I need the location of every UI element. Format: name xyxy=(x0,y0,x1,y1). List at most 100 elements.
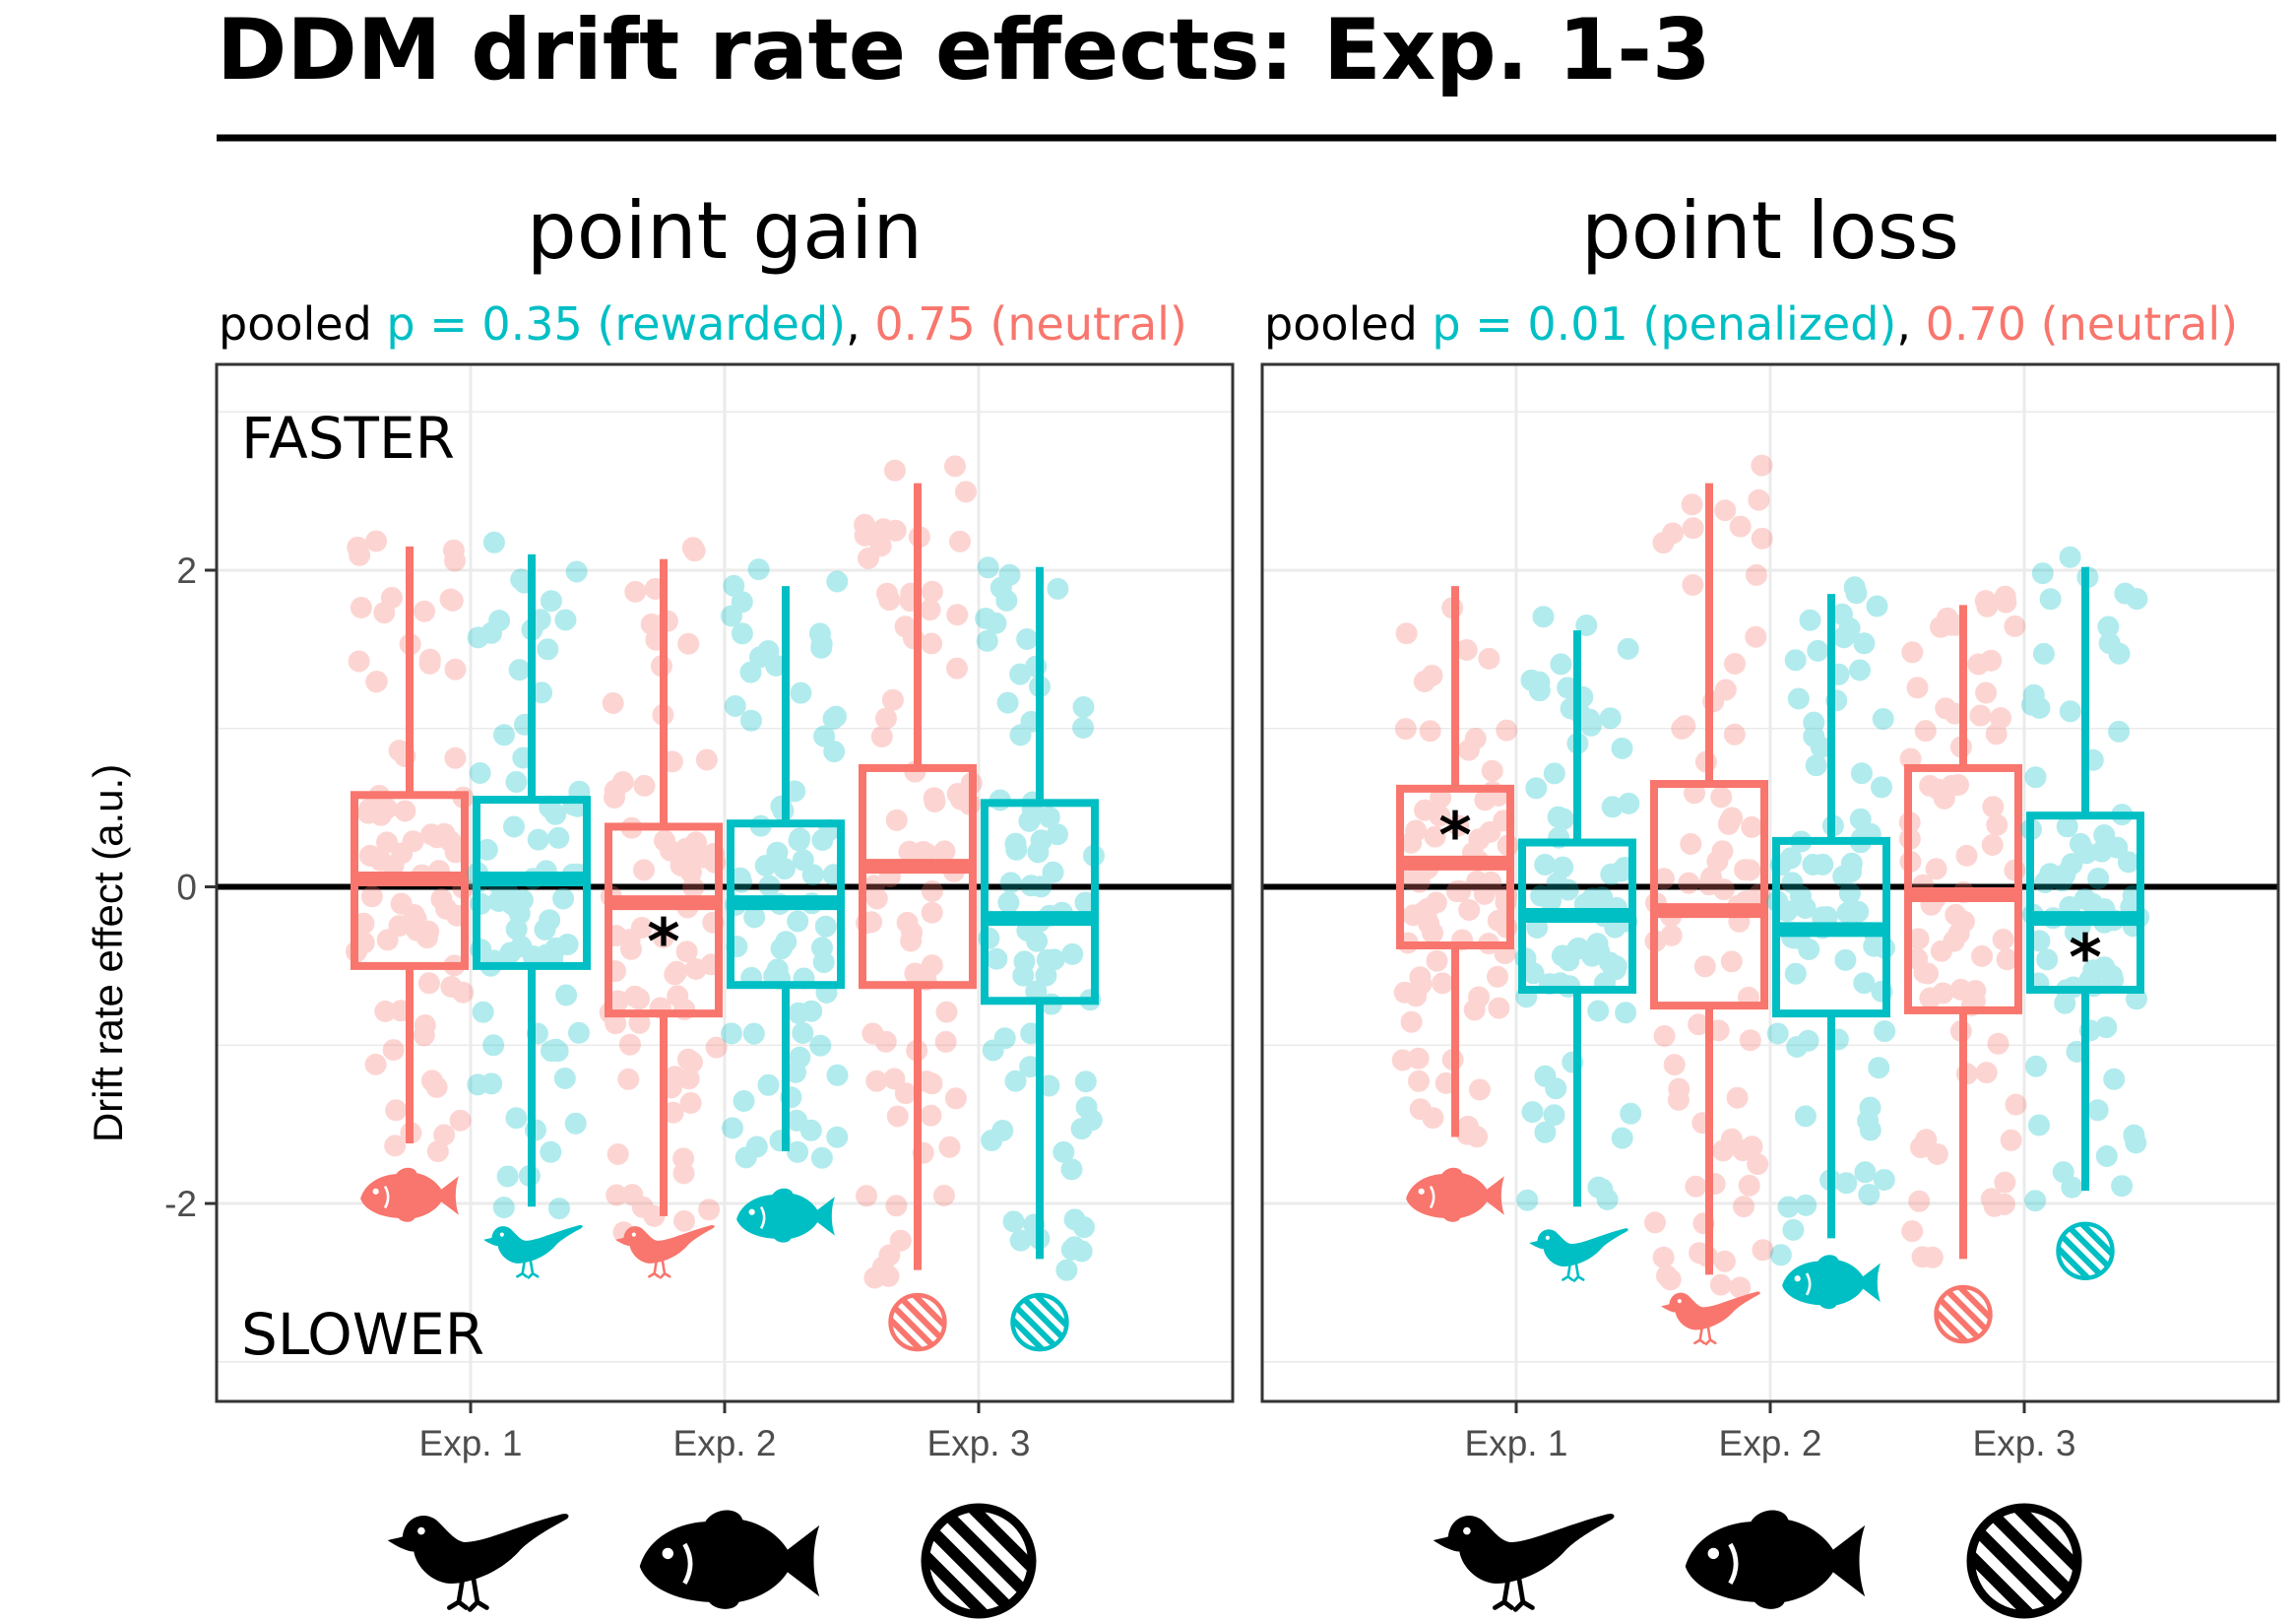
data-point xyxy=(698,1199,721,1221)
data-point xyxy=(1407,1047,1430,1070)
data-point xyxy=(1955,844,1978,867)
data-point xyxy=(1995,591,2017,614)
data-point xyxy=(620,938,642,960)
data-point xyxy=(472,1001,494,1023)
data-point xyxy=(1652,532,1675,554)
data-point xyxy=(1455,639,1478,661)
data-point xyxy=(505,1107,528,1130)
data-point xyxy=(692,846,715,869)
data-point xyxy=(975,608,997,629)
data-point xyxy=(1530,884,1553,907)
data-point xyxy=(1409,966,1432,989)
data-point xyxy=(684,958,707,980)
data-point xyxy=(2024,1190,2047,1212)
data-point xyxy=(2087,868,2110,889)
data-point xyxy=(861,1022,884,1045)
data-point xyxy=(2000,1129,2022,1151)
data-point xyxy=(1849,659,1871,681)
data-point xyxy=(811,937,833,959)
data-point xyxy=(1617,637,1639,660)
data-point xyxy=(685,831,707,854)
data-point xyxy=(1611,1127,1633,1149)
data-point xyxy=(467,626,489,649)
data-point xyxy=(1073,1216,1095,1239)
data-point xyxy=(1466,1126,1489,1148)
data-point xyxy=(811,829,834,851)
data-point xyxy=(365,530,388,552)
data-point xyxy=(413,1024,435,1047)
data-point xyxy=(721,1022,742,1045)
data-point xyxy=(1729,515,1752,538)
data-point xyxy=(921,901,943,924)
subtitle-valued-text: p = 0.01 (penalized) xyxy=(1432,297,1896,351)
data-point xyxy=(2075,842,2098,865)
data-point xyxy=(2095,1145,2118,1167)
data-point xyxy=(2123,1124,2145,1146)
data-point xyxy=(503,815,525,838)
data-point xyxy=(789,827,811,850)
data-point xyxy=(1027,841,1050,864)
data-point xyxy=(747,558,770,581)
data-point xyxy=(633,859,655,881)
y-tick-label: 2 xyxy=(176,551,197,591)
data-point xyxy=(2036,948,2059,971)
data-point xyxy=(385,1099,408,1122)
data-point xyxy=(1047,823,1068,846)
data-point xyxy=(1405,985,1428,1007)
data-point xyxy=(414,1014,436,1036)
data-point xyxy=(2073,840,2096,863)
data-point xyxy=(1395,622,1418,645)
data-point xyxy=(733,1090,755,1112)
data-point xyxy=(1012,964,1035,987)
data-point xyxy=(1854,1161,1877,1184)
data-point xyxy=(731,591,753,614)
data-point xyxy=(492,1197,515,1219)
data-point xyxy=(683,540,706,562)
data-point xyxy=(1782,1218,1805,1241)
data-point xyxy=(787,1140,809,1163)
data-point xyxy=(1868,1057,1890,1079)
data-point xyxy=(349,544,371,566)
data-point xyxy=(2054,863,2076,885)
data-point xyxy=(1421,665,1443,686)
box-valued-exp2 xyxy=(1766,576,1896,1311)
data-point xyxy=(402,830,424,853)
data-point xyxy=(1980,1188,2003,1210)
data-point xyxy=(1038,806,1060,828)
data-point xyxy=(924,791,946,812)
category-striped-circle-icon xyxy=(886,1469,1071,1621)
data-point xyxy=(2097,616,2120,638)
y-tick-label: -2 xyxy=(164,1184,197,1224)
jitter-points xyxy=(467,531,591,1220)
data-point xyxy=(414,600,435,622)
data-point xyxy=(944,1087,967,1110)
data-point xyxy=(1858,1184,1881,1205)
data-point xyxy=(1496,719,1518,742)
data-point xyxy=(878,589,901,612)
data-point xyxy=(991,1120,1014,1141)
data-point xyxy=(564,1112,587,1135)
data-point xyxy=(1786,1036,1809,1058)
data-point xyxy=(705,1036,728,1059)
data-point xyxy=(417,920,440,942)
data-point xyxy=(2114,582,2137,605)
data-point xyxy=(1807,639,1829,662)
box-neutral-exp2: * xyxy=(599,537,728,1279)
data-point xyxy=(425,1076,448,1098)
data-point xyxy=(886,1105,909,1128)
data-point xyxy=(724,695,746,717)
data-point xyxy=(376,831,398,854)
data-point xyxy=(2022,683,2045,706)
data-point xyxy=(1873,1169,1895,1191)
data-point xyxy=(1947,774,1969,796)
data-point xyxy=(878,1244,901,1266)
data-point xyxy=(1591,886,1614,909)
data-point xyxy=(757,640,780,662)
data-point xyxy=(1933,787,1955,810)
data-point xyxy=(426,1140,449,1163)
data-point xyxy=(510,936,533,958)
data-point xyxy=(2106,836,2129,859)
data-point xyxy=(1803,725,1825,747)
data-point xyxy=(801,864,824,886)
data-point xyxy=(2031,562,2054,585)
